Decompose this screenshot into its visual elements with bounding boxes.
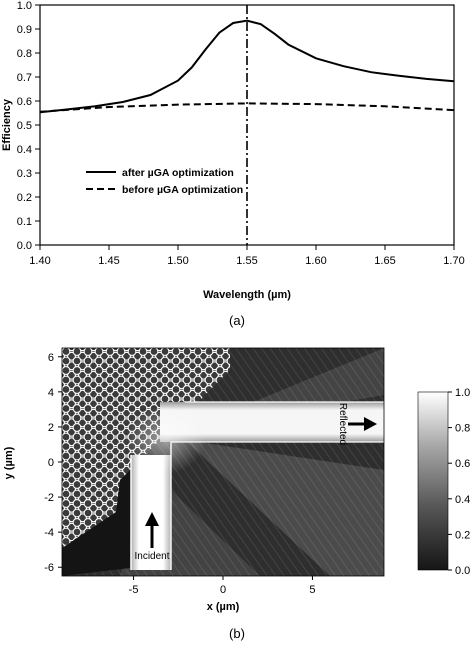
y-axis-a: 0.0 0.1 0.2 0.3 0.4 0.5 0.6 0.7 0.8 0.9 1.0 (17, 0, 40, 252)
incident-label: Incident (134, 551, 169, 562)
beam-junction-glow (125, 406, 205, 474)
colorbar-ticks: 1.0 0.8 0.6 0.4 0.2 0.0 (448, 387, 470, 577)
incident-beam (131, 455, 171, 570)
y-tick-label-b: -4 (44, 527, 54, 539)
x-tick-label-a: 1.60 (305, 255, 326, 267)
y-tick-label-a: 0.5 (17, 120, 32, 132)
y-tick-label-a: 0.8 (17, 48, 32, 60)
panel-a: 1.40 1.45 1.50 1.55 1.60 1.65 1.70 0.00.10.20.… (1, 0, 465, 328)
series-line-before (40, 102, 454, 113)
legend-a: after µGA optimization before µGA optimi… (86, 167, 243, 196)
x-tick-label-b: -5 (129, 584, 139, 596)
reflected-label: Reflected (337, 403, 348, 445)
panel-label-b: (b) (229, 626, 245, 641)
panel-b: Incident Reflected -5 0 5 6 4 2 0 -2 -4 -6 x (µm… (3, 347, 470, 641)
y-tick-label-b: 4 (48, 387, 54, 399)
y-tick-label-a: 0.1 (17, 216, 32, 228)
colorbar-tick-label: 0.6 (455, 458, 470, 470)
plot-area-a (40, 19, 454, 114)
y-tick-label-a: 0.9 (17, 24, 32, 36)
y-tick-label-a: 0.4 (17, 144, 32, 156)
field-map: Incident Reflected (62, 348, 384, 576)
x-tick-label-b: 0 (220, 584, 226, 596)
colorbar-tick-label: 0.2 (455, 529, 470, 541)
x-tick-label-a: 1.65 (374, 255, 395, 267)
y-axis-title-b: y (µm) (3, 446, 15, 479)
y-tick-label-b: 6 (48, 352, 54, 364)
y-tick-label-b: 2 (48, 422, 54, 434)
y-tick-label-a: 0.0 (17, 240, 32, 252)
x-tick-label-a: 1.45 (98, 255, 119, 267)
x-tick-label-a: 1.50 (167, 255, 188, 267)
x-tick-label-a: 1.40 (29, 255, 50, 267)
colorbar-tick-label: 0.4 (455, 494, 470, 506)
legend-label-before: before µGA optimization (122, 184, 243, 196)
colorbar-tick-label: 1.0 (455, 387, 470, 399)
y-tick-label-a: 0.7 (17, 72, 32, 84)
x-axis-title-a: Wavelength (µm) (203, 289, 291, 301)
reflected-arrow-icon (348, 417, 377, 431)
y-axis-b: 6 4 2 0 -2 -4 -6 (44, 352, 62, 574)
y-tick-label-a: 1.0 (17, 0, 32, 12)
x-tick-label-a: 1.70 (443, 255, 464, 267)
legend-label-after: after µGA optimization (122, 167, 234, 179)
panel-label-a: (a) (229, 313, 245, 328)
series-line-after (40, 19, 454, 114)
y-axis-title-a: Efficiency (1, 98, 13, 151)
x-axis-a: 1.40 1.45 1.50 1.55 1.60 1.65 1.70 (29, 245, 465, 267)
colorbar-tick-label: 0.8 (455, 423, 470, 435)
y-tick-label-a: 0.2 (17, 192, 32, 204)
y-tick-label-a: 0.6 (17, 96, 32, 108)
x-tick-label-b: 5 (309, 584, 315, 596)
y-tick-label-a: 0.3 (17, 168, 32, 180)
x-tick-label-a: 1.55 (236, 255, 257, 267)
incident-arrow-icon (145, 512, 159, 548)
y-tick-label-b: -6 (44, 562, 54, 574)
colorbar: 1.0 0.8 0.6 0.4 0.2 0.0 (417, 387, 470, 577)
y-tick-label-b: 0 (48, 457, 54, 469)
colorbar-gradient (417, 391, 449, 571)
colorbar-tick-label: 0.0 (455, 565, 470, 577)
x-axis-title-b: x (µm) (207, 601, 240, 613)
x-axis-b: -5 0 5 (129, 576, 316, 596)
y-tick-label-b: -2 (44, 492, 54, 504)
